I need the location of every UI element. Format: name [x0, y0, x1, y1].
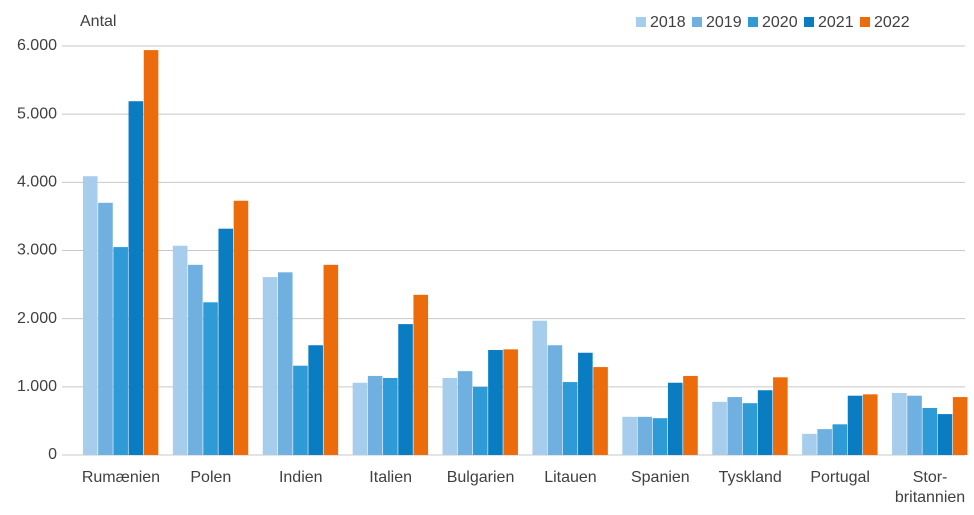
bar — [172, 245, 188, 455]
y-tick-label: 4.000 — [17, 174, 57, 191]
bar — [128, 101, 144, 455]
bar — [82, 176, 98, 455]
bar — [383, 377, 398, 455]
bar — [727, 397, 743, 455]
bar — [757, 390, 773, 455]
x-tick-label: Italien — [369, 469, 412, 486]
bar — [277, 272, 293, 455]
y-tick-label: 6.000 — [17, 37, 57, 54]
bar — [367, 375, 383, 455]
legend-label: 2020 — [762, 14, 798, 31]
bar — [442, 377, 458, 455]
bar — [98, 202, 113, 455]
bar — [892, 392, 907, 455]
bar — [578, 352, 593, 455]
bar — [562, 382, 578, 455]
x-tick-label: Spanien — [631, 469, 690, 486]
x-tick-label: Bulgarien — [447, 469, 515, 486]
bar — [323, 264, 339, 455]
legend-label: 2019 — [706, 14, 742, 31]
bar — [832, 424, 848, 455]
x-tick-label: Rumænien — [82, 469, 160, 486]
bar — [773, 377, 788, 455]
bar — [847, 395, 863, 455]
y-tick-label: 2.000 — [17, 310, 57, 327]
bar — [398, 324, 413, 455]
bar — [742, 403, 758, 455]
bar — [308, 345, 323, 455]
bar — [652, 418, 668, 455]
bar — [488, 350, 503, 455]
bar — [712, 401, 727, 455]
bar — [352, 382, 368, 455]
legend-swatch — [692, 17, 702, 27]
x-tick-label: Indien — [279, 469, 323, 486]
x-tick-label: Polen — [190, 469, 231, 486]
bar — [922, 407, 938, 455]
legend-label: 2021 — [818, 14, 854, 31]
bar — [593, 367, 608, 455]
bar — [113, 247, 128, 455]
bar — [503, 349, 518, 455]
x-tick-label: Litauen — [544, 469, 597, 486]
bar — [472, 386, 488, 455]
x-tick-label: Stor-britannien — [895, 469, 965, 506]
bar — [802, 433, 817, 455]
bar — [937, 414, 953, 455]
bar — [547, 345, 563, 455]
bar — [637, 416, 653, 455]
bar — [203, 302, 218, 455]
bar — [293, 365, 308, 455]
legend-swatch — [748, 17, 758, 27]
y-axis-label: Antal — [80, 13, 116, 30]
bar — [188, 264, 203, 455]
legend-label: 2018 — [650, 14, 686, 31]
bar — [457, 371, 473, 455]
bar — [667, 382, 683, 455]
bar — [622, 416, 637, 455]
y-tick-label: 3.000 — [17, 242, 57, 259]
bar — [862, 394, 878, 455]
bar — [817, 429, 832, 455]
bar — [143, 50, 159, 456]
legend-swatch — [860, 17, 870, 27]
bar — [532, 320, 548, 455]
bar — [907, 395, 922, 455]
bar — [952, 397, 968, 455]
bar — [233, 200, 249, 455]
legend-swatch — [636, 17, 646, 27]
x-tick-label: Portugal — [810, 469, 870, 486]
y-tick-label: 5.000 — [17, 105, 57, 122]
x-tick-label: Tyskland — [719, 469, 782, 486]
bar — [413, 294, 429, 455]
bar — [262, 277, 278, 455]
y-tick-label: 1.000 — [17, 378, 57, 395]
legend-label: 2022 — [874, 14, 910, 31]
bar — [683, 375, 698, 455]
legend-swatch — [804, 17, 814, 27]
bar — [218, 228, 234, 455]
y-tick-label: 0 — [48, 446, 57, 463]
